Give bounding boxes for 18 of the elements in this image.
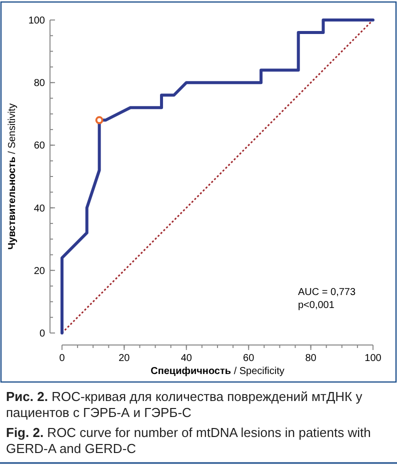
x-tick-label: 100 [364,353,382,364]
x-tick-label: 80 [305,353,317,364]
x-axis-title: Специфичность / Specificity [150,366,284,377]
y-tick-label: 0 [39,328,46,340]
y-axis-title: Чувствительность / Sensitivity [7,103,18,250]
x-tick-label: 20 [118,353,130,364]
x-tick-label: 60 [243,353,255,364]
y-tick-label: 100 [28,16,46,26]
x-tick-label: 0 [59,353,66,364]
annotation: p<0,001 [298,300,335,311]
annotation: AUC = 0,773 [298,287,356,298]
text: Рис. 2. ROC-кривая для количества повреждений мтДНК у пациентов с ГЭРБ-А и ГЭРБ-С [6,389,363,420]
x-tick-label: 40 [180,353,192,364]
y-tick-label: 20 [34,266,46,277]
text: Fig. 2. ROC curve for number of mtDNA lesions in patients with GERD-A and GERD-C [6,425,371,456]
y-tick-label: 60 [34,140,46,152]
y-tick-label: 40 [34,203,46,214]
y-tick-label: 80 [34,78,46,90]
